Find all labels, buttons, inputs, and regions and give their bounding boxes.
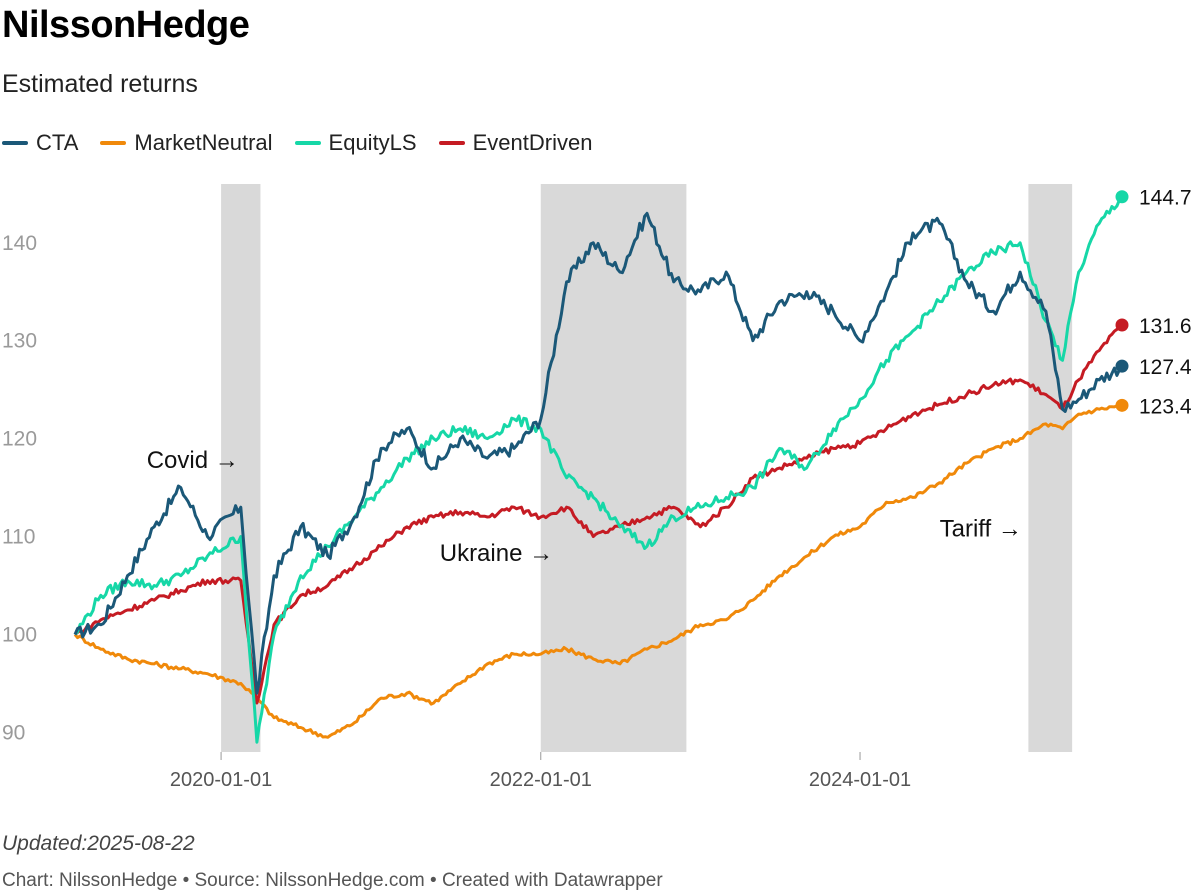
- end-label-marketneutral: 123.4: [1139, 395, 1192, 418]
- legend-swatch-eventdriven: [438, 141, 465, 145]
- legend-item-equityls[interactable]: EquityLS: [294, 130, 417, 156]
- legend-swatch-equityls: [294, 141, 321, 145]
- annotation-tariff: Tariff →: [940, 516, 1022, 543]
- end-point-equityls: [1115, 190, 1129, 204]
- legend-item-eventdriven[interactable]: EventDriven: [438, 130, 593, 156]
- y-tick-label: 100: [2, 623, 37, 646]
- chart-credit: Chart: NilssonHedge • Source: NilssonHed…: [2, 870, 663, 891]
- legend-label-cta: CTA: [36, 130, 79, 155]
- end-label-eventdriven: 131.6: [1139, 315, 1192, 338]
- series-line-equityls: [73, 195, 1124, 744]
- line-chart: 90 100 110 120 130 140 2020-01-01 2022-01-01 202…: [2, 184, 1192, 791]
- annotation-covid: Covid →: [147, 447, 239, 474]
- updated-note: Updated:2025-08-22: [2, 832, 195, 855]
- y-tick-label: 140: [2, 232, 37, 255]
- legend-label-eventdriven: EventDriven: [472, 130, 593, 155]
- shaded-period-ukraine: [540, 184, 687, 752]
- legend-swatch-marketneutral: [100, 141, 127, 145]
- end-point-marketneutral: [1115, 398, 1129, 412]
- legend-item-marketneutral[interactable]: MarketNeutral: [100, 130, 273, 156]
- end-label-cta: 127.4: [1139, 356, 1192, 379]
- legend: CTA MarketNeutral EquityLS EventDriven: [2, 130, 592, 156]
- series-line-cta: [73, 211, 1124, 695]
- series-line-marketneutral: [73, 403, 1123, 739]
- y-tick-label: 120: [2, 428, 37, 451]
- x-tick-label: 2024-01-01: [809, 769, 911, 791]
- y-tick-label: 130: [2, 330, 37, 353]
- chart-title: NilssonHedge: [2, 4, 250, 46]
- y-tick-label: 90: [2, 721, 25, 744]
- chart-subtitle: Estimated returns: [2, 70, 198, 98]
- x-tick-label: 2022-01-01: [490, 769, 592, 791]
- legend-label-marketneutral: MarketNeutral: [134, 130, 273, 155]
- end-point-cta: [1115, 359, 1129, 373]
- legend-swatch-cta: [2, 141, 28, 145]
- x-tick-label: 2020-01-01: [170, 769, 272, 791]
- annotation-ukraine: Ukraine →: [440, 540, 553, 567]
- legend-item-cta[interactable]: CTA: [2, 130, 78, 156]
- shaded-period-tariff: [1028, 184, 1073, 752]
- y-tick-label: 110: [2, 526, 35, 549]
- end-label-equityls: 144.7: [1139, 187, 1192, 210]
- end-point-eventdriven: [1115, 318, 1129, 332]
- legend-label-equityls: EquityLS: [328, 130, 417, 155]
